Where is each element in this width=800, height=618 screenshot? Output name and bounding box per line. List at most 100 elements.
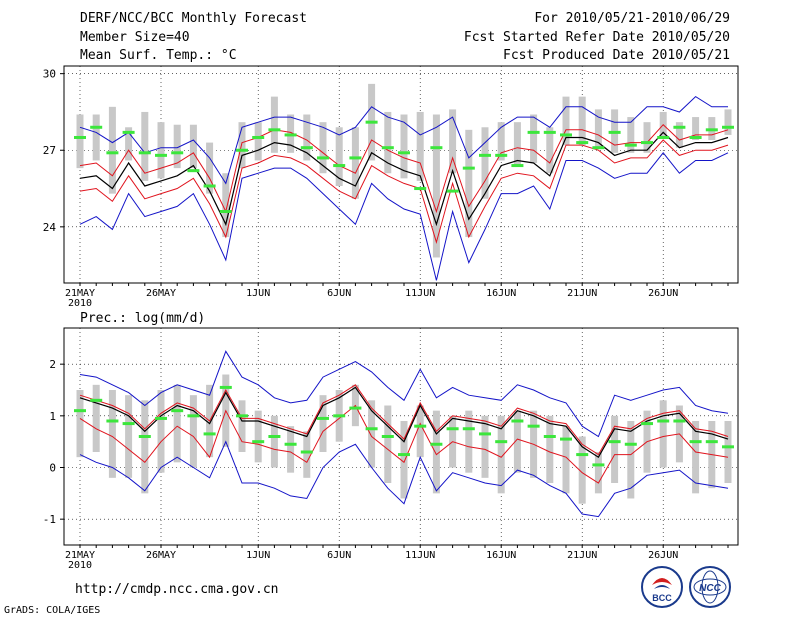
prec-median-mark	[349, 406, 362, 410]
temp-ensemble-mean-line	[79, 131, 729, 227]
temp-median-mark	[381, 146, 394, 150]
temp-median-mark	[430, 146, 443, 150]
prec-median-mark	[527, 424, 540, 428]
prec-xtick-label: 21JUN	[567, 550, 597, 561]
temp-box	[481, 127, 489, 199]
temp-xtick-label: 26JUN	[648, 288, 678, 299]
temp-median-mark	[689, 135, 702, 139]
temp-box	[206, 142, 214, 194]
temp-box	[449, 109, 457, 174]
temp-median-mark	[624, 143, 637, 147]
temp-median-mark	[495, 153, 508, 157]
temp-box	[125, 127, 133, 161]
temp-box	[238, 122, 246, 169]
temp-median-mark	[138, 151, 151, 155]
prec-median-mark	[203, 432, 216, 436]
temp-median-mark	[722, 125, 734, 129]
prec-median-mark	[446, 427, 459, 431]
temp-median-mark	[252, 135, 265, 139]
prec-box	[238, 400, 246, 452]
prec-box	[513, 410, 521, 473]
grads-credit: GrADS: COLA/IGES	[4, 605, 101, 616]
ncc-logo-text: NCC	[699, 583, 721, 594]
prec-box	[562, 426, 570, 494]
ncc-logo: NCC	[689, 566, 731, 608]
temp-median-mark	[122, 130, 135, 134]
prec-box	[141, 400, 149, 494]
temp-median-mark	[171, 151, 184, 155]
prec-median-mark	[705, 440, 718, 444]
prec-min-line	[79, 440, 729, 518]
prec-median-mark	[511, 419, 524, 423]
temp-median-mark	[414, 187, 427, 191]
temp-box	[108, 106, 116, 194]
temp-box	[643, 122, 651, 153]
temp-median-mark	[300, 146, 313, 150]
temp-box	[335, 127, 343, 186]
prec-box	[254, 410, 262, 463]
forecast-produced-date: Fcst Produced Date 2010/05/21	[503, 48, 730, 63]
prec-box	[400, 421, 408, 499]
forecast-period: For 2010/05/21-2010/06/29	[534, 11, 730, 26]
prec-box	[303, 431, 311, 478]
prec-xtick-label: 26JUN	[648, 550, 678, 561]
temp-frame	[63, 65, 739, 284]
prec-box	[432, 410, 440, 494]
prec-median-mark	[90, 398, 103, 402]
prec-median-mark	[236, 414, 248, 418]
prec-median-mark	[317, 416, 329, 420]
prec-median-mark	[673, 419, 686, 423]
temp-median-mark	[74, 135, 86, 139]
prec-xtick-label: 1JUN	[246, 550, 270, 561]
prec-frame	[63, 327, 739, 546]
source-url[interactable]: http://cmdp.ncc.cma.gov.cn	[75, 582, 279, 597]
prec-box	[319, 395, 327, 452]
prec-ytick-label: 2	[49, 358, 56, 371]
temp-median-mark	[673, 125, 686, 129]
prec-median-mark	[722, 445, 734, 449]
prec-median-mark	[495, 440, 508, 444]
prec-median-mark	[430, 442, 443, 446]
temp-median-mark	[462, 166, 475, 170]
prec-box	[416, 405, 424, 458]
prec-box	[368, 400, 376, 468]
temp-box	[578, 96, 586, 146]
temp-median-mark	[187, 169, 200, 173]
prec-box	[189, 395, 197, 468]
temp-box	[675, 122, 683, 148]
prec-box	[481, 415, 489, 478]
temp-median-mark	[608, 130, 621, 134]
prec-ytick-label: -1	[43, 513, 56, 526]
prec-median-mark	[592, 463, 605, 467]
prec-median-mark	[122, 422, 135, 426]
prec-median-mark	[252, 440, 265, 444]
temp-box	[222, 173, 230, 238]
temp-xtick-label: 21MAY	[65, 288, 95, 299]
temp-median-mark	[219, 210, 232, 214]
temp-box	[627, 117, 635, 153]
prec-box	[92, 384, 100, 452]
prec-median-mark	[155, 416, 167, 420]
temp-box	[319, 122, 327, 174]
temp-xtick-label: 6JUN	[327, 288, 351, 299]
temp-median-mark	[446, 189, 459, 193]
prec-box	[270, 415, 278, 468]
temp-median-mark	[560, 133, 572, 137]
prec-median-mark	[74, 409, 86, 413]
prec-box	[578, 436, 586, 504]
temp-box	[384, 111, 392, 174]
prec-box	[659, 400, 667, 468]
member-size: Member Size=40	[80, 30, 190, 45]
temp-box	[303, 114, 311, 161]
prec-box	[173, 384, 181, 463]
prec-xtick-label: 6JUN	[327, 550, 351, 561]
temp-median-mark	[365, 120, 378, 124]
prec-median-mark	[138, 435, 151, 438]
prec-mean-plus-sd-line	[79, 384, 729, 456]
temp-median-mark	[333, 164, 346, 168]
temp-box	[594, 109, 602, 148]
temp-ytick-label: 24	[43, 221, 57, 234]
prec-median-mark	[462, 427, 475, 431]
temp-year-label: 2010	[68, 298, 92, 309]
